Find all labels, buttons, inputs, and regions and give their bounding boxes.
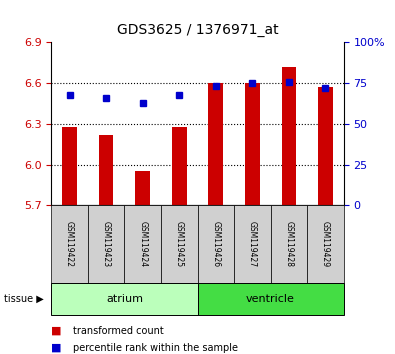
Text: GSM119428: GSM119428 [284,221,293,267]
Text: ■: ■ [51,343,62,353]
Text: GSM119427: GSM119427 [248,221,257,267]
Text: transformed count: transformed count [73,326,164,336]
Bar [209,83,223,205]
Bar [62,127,77,205]
Bar [172,127,186,205]
Text: atrium: atrium [106,294,143,304]
Text: tissue ▶: tissue ▶ [4,294,44,304]
Text: GSM119429: GSM119429 [321,221,330,267]
Text: GSM119426: GSM119426 [211,221,220,267]
Text: GSM119424: GSM119424 [138,221,147,267]
Text: ventricle: ventricle [246,294,295,304]
Bar [135,171,150,205]
Text: GSM119423: GSM119423 [102,221,111,267]
Bar [99,135,113,205]
Text: GSM119422: GSM119422 [65,221,74,267]
Bar [318,87,333,205]
Text: GSM119425: GSM119425 [175,221,184,267]
Text: percentile rank within the sample: percentile rank within the sample [73,343,238,353]
Bar [282,67,296,205]
Text: ■: ■ [51,326,62,336]
Bar [245,83,260,205]
Text: GDS3625 / 1376971_at: GDS3625 / 1376971_at [117,23,278,37]
